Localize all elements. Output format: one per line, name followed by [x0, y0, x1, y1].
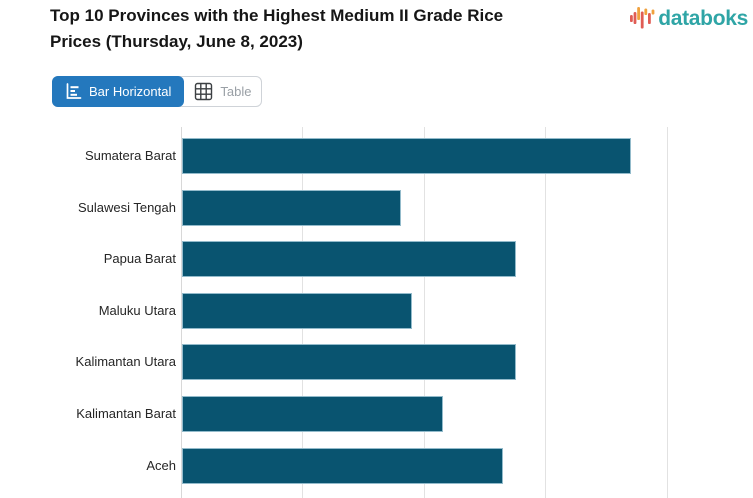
category-label: Kalimantan Utara [75, 354, 176, 370]
bar-horizontal-button[interactable]: Bar Horizontal [52, 76, 185, 107]
x-gridline [666, 127, 668, 498]
category-label: Papua Barat [103, 251, 176, 267]
bar-horizontal-label: Bar Horizontal [89, 84, 172, 99]
bar-maluku-utara[interactable] [182, 292, 412, 329]
chart-type-toggle: Bar Horizontal Table [52, 76, 263, 107]
bar-kalimantan-barat[interactable] [182, 396, 443, 432]
bar-chart: Sumatera Barat Sulawesi Tengah Papua Barat… [0, 127, 753, 498]
category-label: Sumatera Barat [84, 148, 176, 163]
page-title: Top 10 Provinces with the Highest Medium… [50, 6, 504, 51]
category-label: Kalimantan Barat [76, 406, 176, 421]
databoks-logo-icon [630, 7, 655, 29]
category-label: Maluku Utara [98, 302, 176, 318]
bar-kalimantan-utara[interactable] [182, 344, 516, 381]
y-axis-line [181, 127, 182, 498]
databoks-logo-text: databoks [658, 7, 748, 30]
databoks-logo: databoks [629, 6, 748, 32]
x-gridline [423, 127, 425, 498]
x-gridline [545, 127, 547, 498]
bar-papua-barat[interactable] [182, 241, 516, 278]
table-icon [195, 82, 213, 101]
bar-sumatera-barat[interactable] [182, 138, 631, 174]
bar-sulawesi-tengah[interactable] [182, 189, 401, 226]
category-label: Sulawesi Tengah [77, 199, 176, 215]
table-button[interactable]: Table [184, 77, 261, 106]
bar-aceh[interactable] [182, 447, 503, 484]
table-label: Table [220, 84, 252, 99]
category-label: Aceh [146, 457, 176, 473]
bar-horizontal-icon [66, 83, 82, 99]
